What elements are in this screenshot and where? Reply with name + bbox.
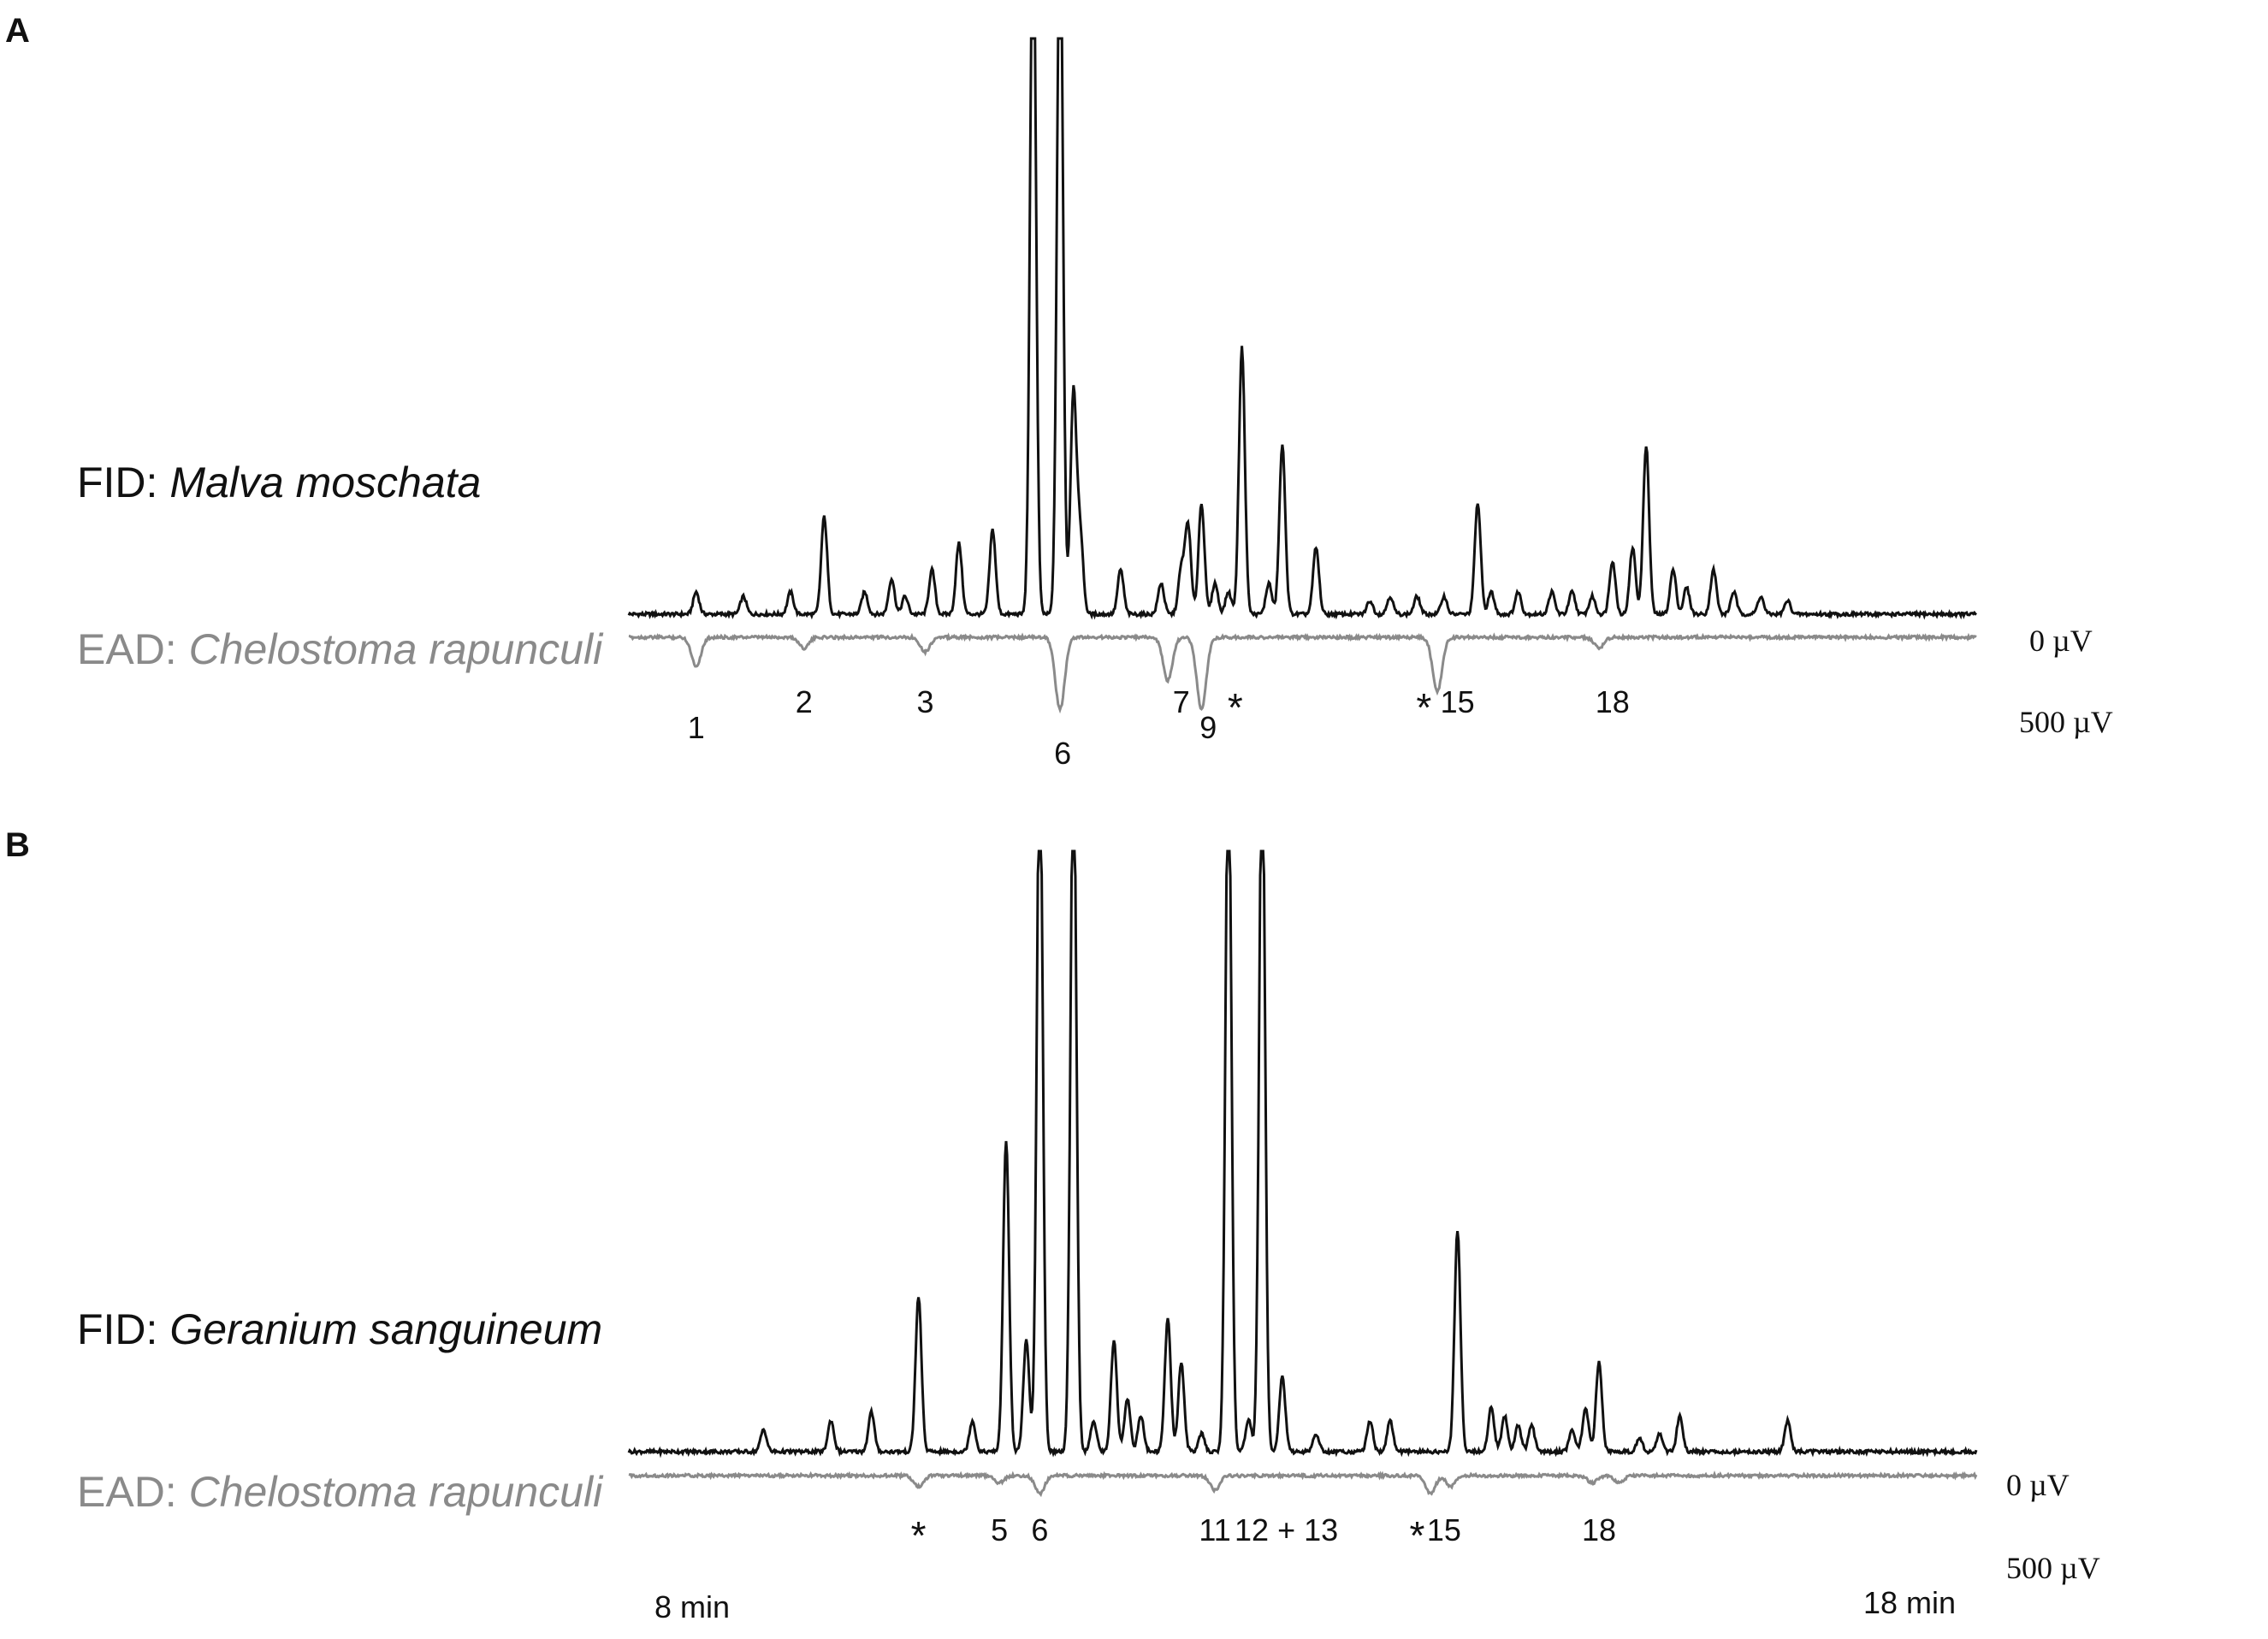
panel-a-ead-trace: [628, 632, 1977, 714]
panel-a-fid-species: Malva moschata: [169, 459, 482, 506]
panel-a-ead-species: Chelostoma rapunculi: [188, 625, 603, 673]
panel-b-fid-prefix: FID:: [77, 1305, 170, 1353]
panel-a-peak-label: *: [1227, 685, 1243, 730]
panel-b-ead-label: EAD: Chelostoma rapunculi: [77, 1467, 602, 1517]
panel-b-peak-label: *: [1409, 1513, 1425, 1558]
panel-a-peak-label: 3: [916, 684, 934, 719]
panel-a-scale-top: 0 µV: [2029, 624, 2093, 658]
panel-a-peak-label: 6: [1054, 736, 1072, 771]
panel-a-peak-label: 9: [1199, 710, 1217, 745]
panel-a-peak-label: 18: [1595, 684, 1630, 719]
panel-a-letter: A: [5, 12, 30, 50]
panel-b-peak-label: 12 + 13: [1235, 1512, 1339, 1547]
panel-b-peak-label: 5: [991, 1512, 1009, 1547]
panel-b-ead-prefix: EAD:: [77, 1468, 189, 1516]
panel-a-peak-label: 1: [687, 710, 705, 745]
panel-b-peak-label: 18: [1581, 1512, 1617, 1547]
panel-b-fid-species: Geranium sanguineum: [169, 1305, 603, 1353]
panel-a-peak-label: 7: [1172, 684, 1190, 719]
panel-b-scale-top: 0 µV: [2006, 1468, 2070, 1502]
panel-b-ead-trace: [628, 1470, 1978, 1498]
panel-b-scale-bottom: 500 µV: [2006, 1551, 2100, 1585]
panel-a-ead-label: EAD: Chelostoma rapunculi: [77, 624, 602, 674]
panel-a-peak-label: 15: [1440, 684, 1475, 719]
panel-a-peak-label: *: [1416, 685, 1432, 730]
x-tick-label-start: 8 min: [654, 1589, 731, 1624]
panel-b-peak-label: 6: [1031, 1512, 1049, 1547]
panel-b-fid-trace: [627, 849, 1978, 1459]
panel-a-fid-trace: [627, 37, 1978, 620]
panel-b-peak-label: *: [910, 1513, 927, 1558]
panel-b-peak-label: 15: [1426, 1512, 1461, 1547]
panel-a-fid-prefix: FID:: [77, 459, 170, 506]
panel-b-letter: B: [5, 826, 30, 864]
panel-a-ead-prefix: EAD:: [77, 625, 189, 673]
panel-a-peak-label: 2: [795, 684, 813, 719]
panel-b-ead-species: Chelostoma rapunculi: [188, 1468, 603, 1516]
panel-b-fid-label: FID: Geranium sanguineum: [77, 1305, 602, 1354]
panel-b-peak-label: 11: [1199, 1512, 1231, 1547]
panel-a-scale-bottom: 500 µV: [2019, 705, 2113, 739]
x-tick-label-end: 18 min: [1863, 1585, 1957, 1620]
panel-a-fid-label: FID: Malva moschata: [77, 458, 481, 507]
